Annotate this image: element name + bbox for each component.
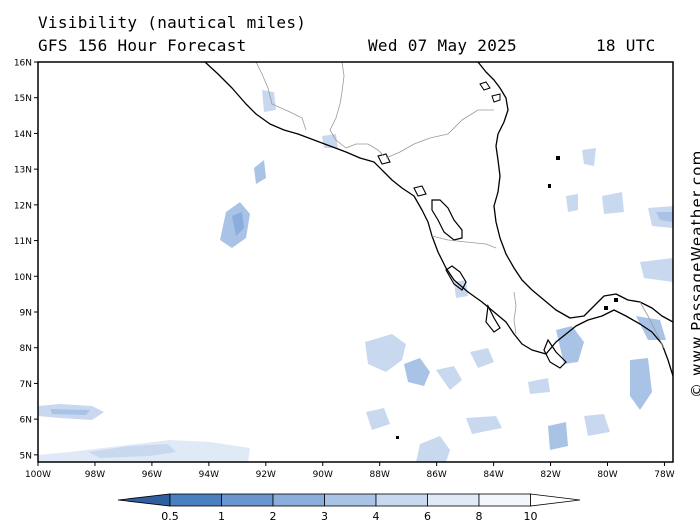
vis-patch: [556, 326, 584, 364]
lon-tick-label: 90W: [313, 470, 333, 480]
colorbar-segment: [169, 493, 222, 507]
azuero-peninsula: [543, 338, 567, 369]
lon-tick-label: 84W: [483, 470, 503, 480]
vis-patch: [50, 409, 90, 415]
lat-tick-label: 8N: [20, 344, 32, 354]
vis-patch: [262, 90, 276, 112]
colorbar-label: 3: [321, 510, 328, 523]
lat-tick-label: 5N: [20, 451, 32, 461]
map-title: Visibility (nautical miles): [38, 13, 307, 32]
colorbar-segment: [478, 493, 531, 507]
vis-patch: [88, 444, 176, 458]
border-guatemala-belize: [339, 62, 345, 105]
vis-patch: [436, 366, 462, 390]
border-honduras-nicaragua: [385, 109, 494, 159]
lon-tick-label: 88W: [370, 470, 390, 480]
colorbar-segment: [324, 493, 377, 507]
forecast-date: Wed 07 May 2025: [368, 36, 517, 55]
border-panama-colombia: [639, 301, 665, 349]
lon-tick-label: 78W: [654, 470, 674, 480]
lat-tick-label: 10N: [14, 273, 32, 283]
lon-tick-label: 92W: [256, 470, 276, 480]
plot-frame: [37, 61, 674, 463]
lat-tick-label: 15N: [14, 94, 32, 104]
visibility-colorbar: 0.5 1 2 3 4 6 8 10: [117, 493, 581, 523]
colorbar-segment: [427, 493, 480, 507]
vis-patch: [602, 192, 624, 214]
colorbar-segment: [221, 493, 274, 507]
vis-patch: [366, 408, 390, 430]
vis-patch: [584, 414, 610, 436]
colorbar-label: 2: [270, 510, 277, 523]
lake-nicaragua: [431, 199, 463, 241]
lat-tick-label: 14N: [14, 130, 32, 140]
lat-tick-label: 13N: [14, 166, 32, 176]
central-america-coastline: [204, 62, 673, 377]
lake-managua: [413, 185, 427, 197]
vis-patch: [466, 416, 502, 434]
border-mexico-guatemala: [255, 62, 307, 131]
country-borders: [255, 62, 665, 349]
caribbean-coastline: [477, 62, 673, 323]
vis-patch: [636, 316, 666, 340]
vis-patch: [470, 348, 494, 368]
border-guatemala-honduras: [329, 103, 347, 149]
colorbar-label: 10: [524, 510, 538, 523]
bay-islands: [479, 81, 501, 103]
border-el-salvador-honduras: [345, 143, 385, 157]
lon-tick-label: 100W: [25, 470, 51, 480]
colorbar-low-arrow: [117, 493, 171, 507]
latitude-axis: 16N 15N 14N 13N 12N 11N 10N 9N 8N 7N 6N 5N: [14, 59, 38, 461]
lat-tick-label: 9N: [20, 309, 32, 319]
vis-patch: [630, 358, 652, 410]
colorbar-label: 6: [424, 510, 431, 523]
lat-tick-label: 11N: [14, 237, 32, 247]
vis-patch: [232, 212, 244, 236]
nicoya-peninsula: [445, 265, 467, 291]
lat-tick-label: 6N: [20, 416, 32, 426]
colorbar-label: 0.5: [161, 510, 179, 523]
visibility-shading: [38, 90, 673, 462]
border-costarica-panama: [513, 291, 517, 335]
lon-tick-label: 98W: [85, 470, 105, 480]
vis-patch: [528, 378, 550, 394]
vis-patch: [656, 212, 673, 222]
longitude-axis: 100W 98W 96W 94W 92W 90W 88W 86W 84W 82W 80W 78W: [25, 462, 675, 480]
lat-tick-label: 7N: [20, 380, 32, 390]
lat-tick-label: 12N: [14, 201, 32, 211]
lon-tick-label: 80W: [597, 470, 617, 480]
coastlines: [204, 62, 673, 439]
colorbar-label: 1: [218, 510, 225, 523]
vis-patch: [548, 422, 568, 450]
vis-patch: [254, 160, 266, 184]
colorbar-segment: [375, 493, 428, 507]
vis-patch: [416, 436, 450, 462]
forecast-time: 18 UTC: [596, 36, 656, 55]
colorbar-high-arrow: [530, 493, 581, 507]
vis-patch: [566, 194, 578, 212]
lon-tick-label: 96W: [142, 470, 162, 480]
colorbar-label: 8: [476, 510, 483, 523]
vis-patch: [365, 334, 406, 372]
vis-patch: [582, 148, 596, 166]
lon-tick-label: 86W: [426, 470, 446, 480]
colorbar-segment: [272, 493, 325, 507]
vis-patch: [640, 258, 673, 282]
colorbar-label: 4: [373, 510, 380, 523]
border-nicaragua-costarica: [431, 235, 497, 249]
lon-tick-label: 94W: [199, 470, 219, 480]
lon-tick-label: 82W: [540, 470, 560, 480]
osa-peninsula: [485, 303, 501, 333]
forecast-label: GFS 156 Hour Forecast: [38, 36, 247, 55]
vis-patch: [404, 358, 430, 386]
small-islands: [396, 156, 618, 439]
bay-of-fonseca: [377, 153, 391, 165]
lat-tick-label: 16N: [14, 59, 32, 69]
